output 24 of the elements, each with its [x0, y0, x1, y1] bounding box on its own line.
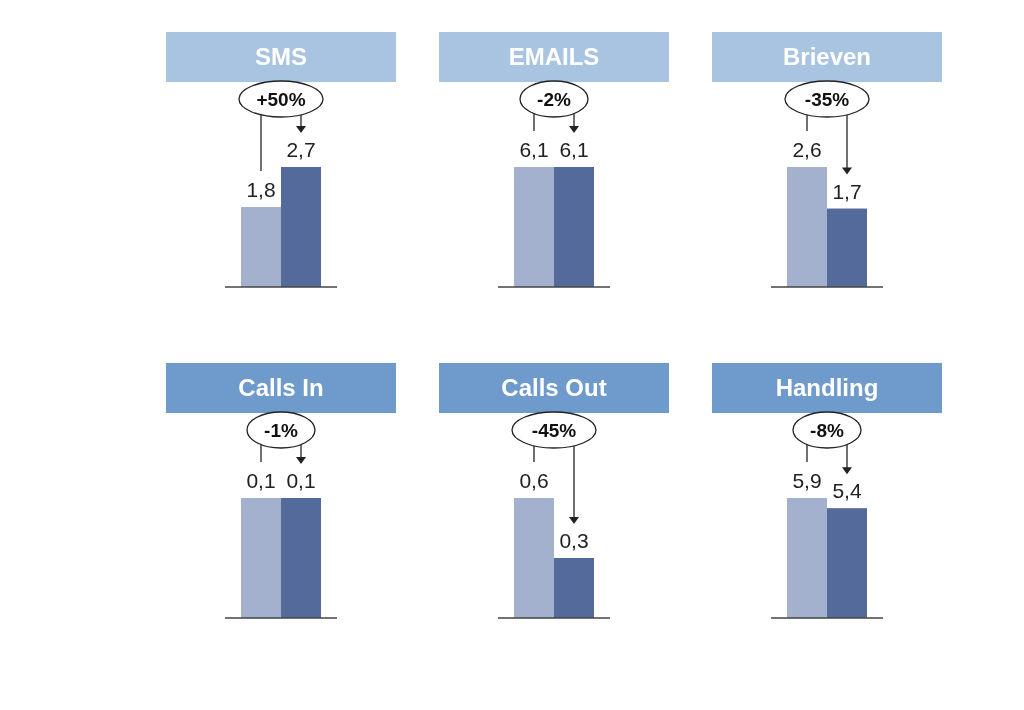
text: +50%	[256, 89, 306, 110]
data-label: 6,1	[559, 138, 589, 161]
data-label: 2,6	[792, 138, 822, 161]
data-label: 1,8	[246, 178, 276, 201]
chart-title: EMAILS	[508, 43, 600, 70]
chart-title: Calls Out	[501, 374, 607, 401]
chart-title: Handling	[775, 374, 879, 401]
data-label: 0,3	[559, 529, 589, 552]
data-label: 5,4	[832, 479, 862, 503]
data-label: 5,9	[792, 469, 822, 492]
data-label: 6,1	[519, 138, 549, 161]
data-label: 0,1	[246, 469, 276, 492]
chart-title: Brieven	[782, 43, 872, 70]
chart-title: Calls In	[238, 374, 324, 401]
text: -2%	[537, 89, 571, 110]
text: -8%	[810, 420, 844, 441]
text: -45%	[531, 420, 577, 441]
text: -35%	[804, 89, 850, 110]
data-label: 1,7	[832, 179, 862, 203]
text: -1%	[264, 420, 298, 441]
chart-title: SMS	[254, 43, 308, 70]
data-label: 0,6	[519, 469, 549, 492]
data-label: 0,1	[286, 469, 316, 492]
data-label: 2,7	[286, 138, 316, 161]
